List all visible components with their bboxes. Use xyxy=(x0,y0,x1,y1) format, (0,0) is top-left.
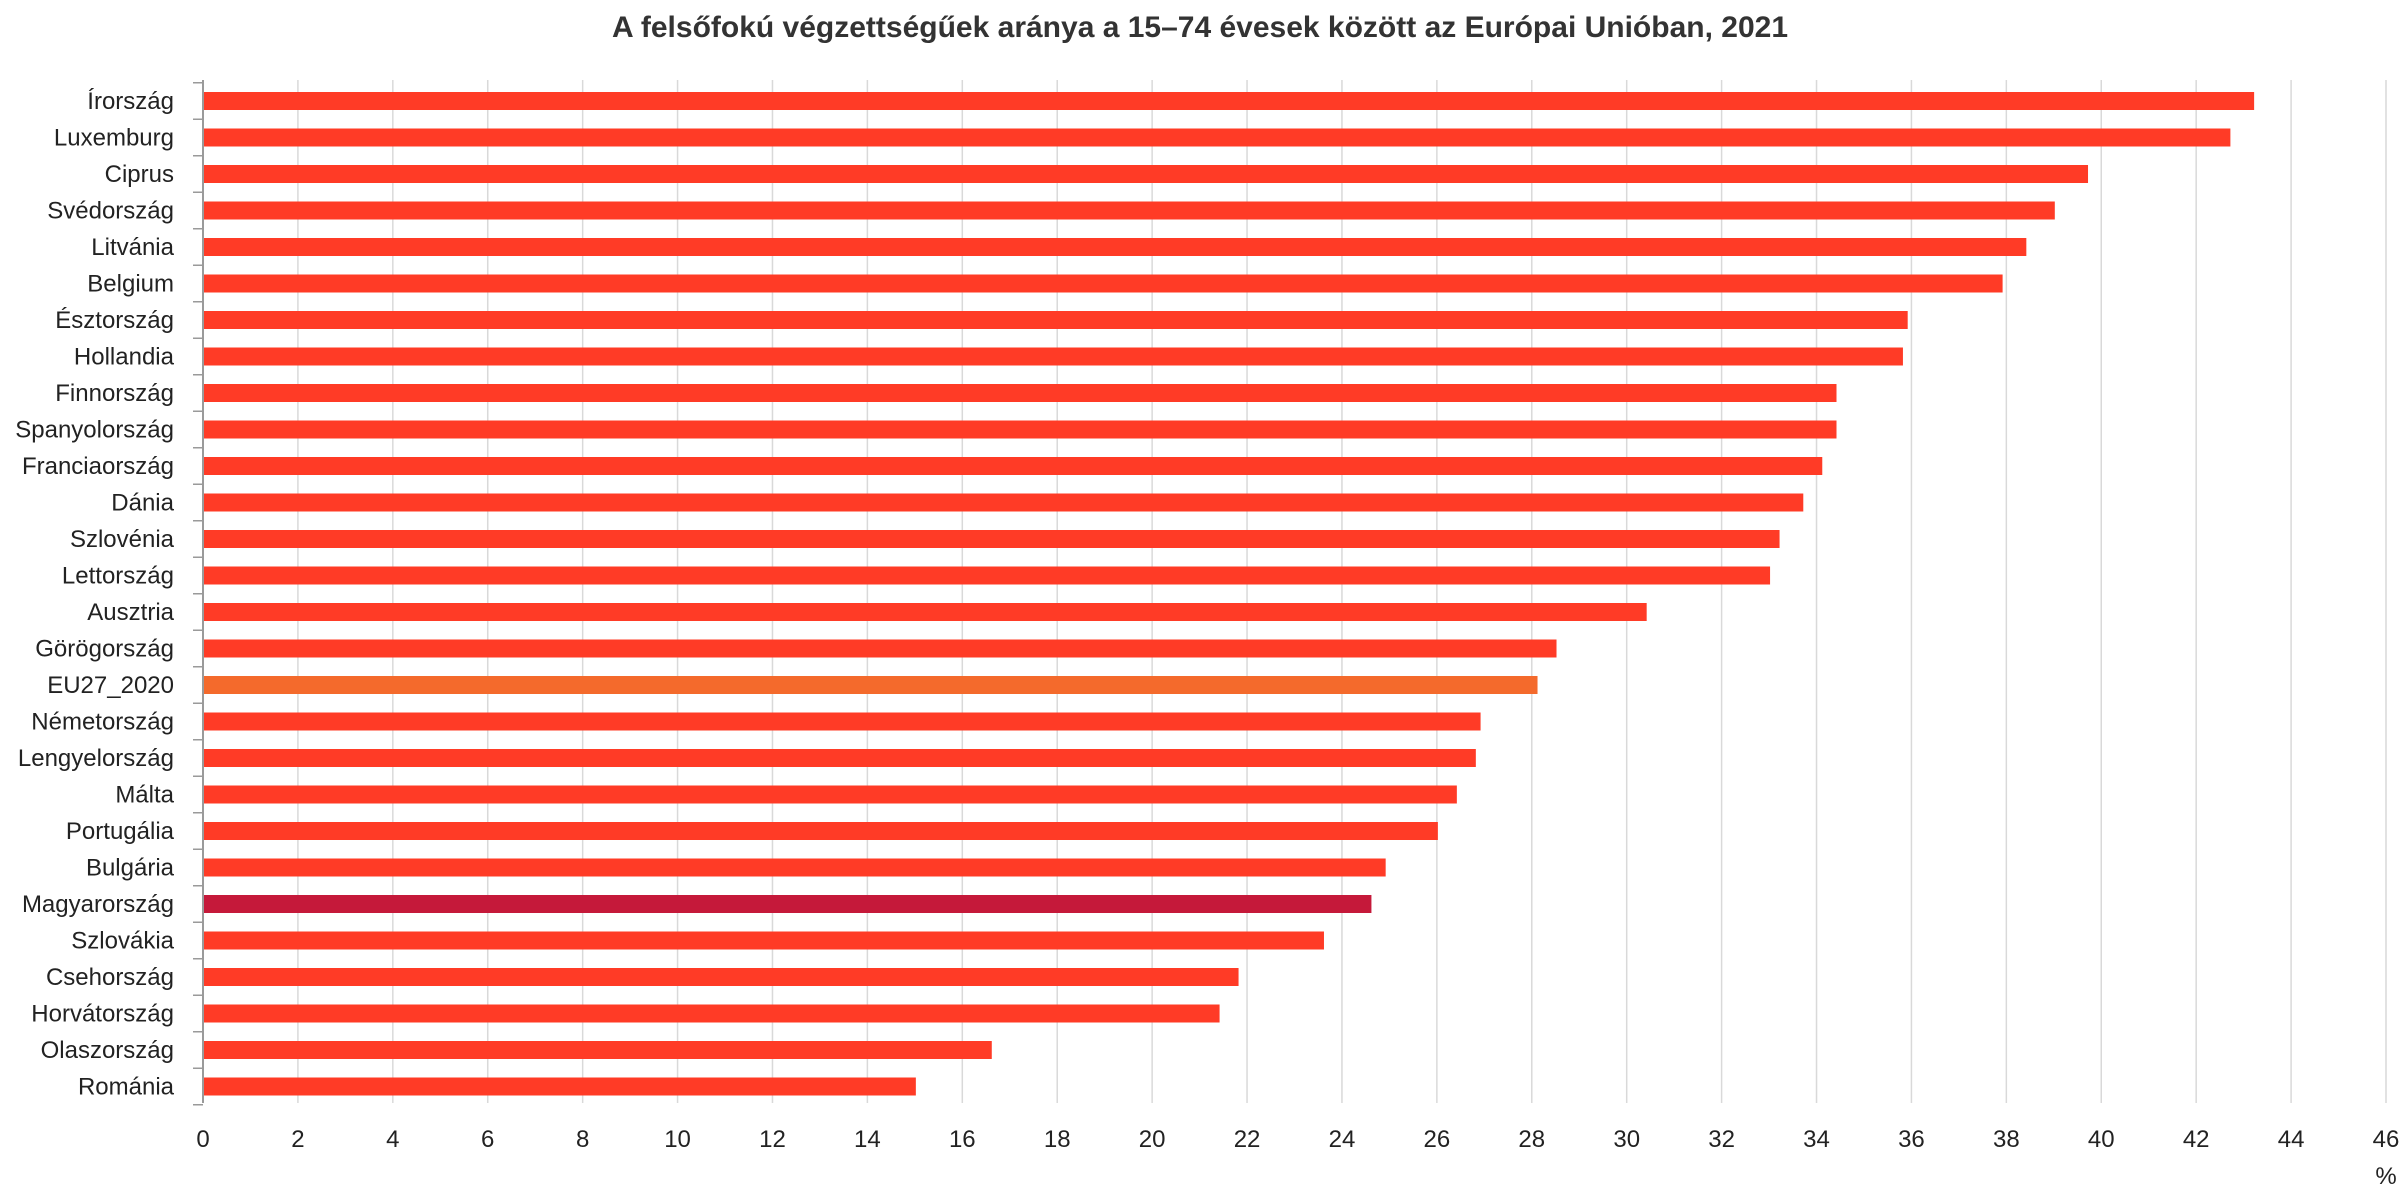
x-tick-label: 42 xyxy=(2183,1126,2210,1153)
bar xyxy=(204,311,1908,329)
category-label: Ciprus xyxy=(105,161,174,188)
x-tick-label: 14 xyxy=(854,1126,881,1153)
category-label: Belgium xyxy=(87,271,174,298)
category-label: EU27_2020 xyxy=(47,672,174,699)
category-label: Franciaország xyxy=(22,453,174,480)
bar xyxy=(204,1041,992,1059)
x-tick-label: 34 xyxy=(1803,1126,1830,1153)
category-label: Lettország xyxy=(62,563,174,590)
bar xyxy=(204,128,2231,147)
x-tick-label: 4 xyxy=(386,1126,399,1153)
x-tick-label: 40 xyxy=(2088,1126,2115,1153)
category-label: Málta xyxy=(115,782,174,809)
x-tick-label: 26 xyxy=(1424,1126,1451,1153)
x-tick-label: 36 xyxy=(1898,1126,1925,1153)
bar xyxy=(204,347,1903,366)
x-tick-label: 44 xyxy=(2278,1126,2305,1153)
bar xyxy=(204,165,2089,183)
category-label: Bulgária xyxy=(86,855,175,882)
category-label: Görögország xyxy=(35,636,174,663)
category-label: Észtország xyxy=(55,307,174,334)
bar xyxy=(204,858,1386,877)
bar xyxy=(204,420,1837,439)
x-tick-label: 0 xyxy=(196,1126,209,1153)
category-label: Olaszország xyxy=(41,1037,174,1064)
bar xyxy=(204,274,2003,293)
bar xyxy=(204,457,1823,475)
bar xyxy=(204,931,1324,950)
category-label: Magyarország xyxy=(22,891,174,918)
x-tick-label: 28 xyxy=(1518,1126,1545,1153)
x-tick-label: 18 xyxy=(1044,1126,1071,1153)
category-label: Szlovénia xyxy=(70,526,175,553)
x-tick-label: 24 xyxy=(1329,1126,1356,1153)
category-label: Svédország xyxy=(47,198,174,225)
bar xyxy=(204,968,1239,986)
category-label: Lengyelország xyxy=(18,745,174,772)
x-tick-label: 6 xyxy=(481,1126,494,1153)
bar xyxy=(204,1004,1220,1023)
x-tick-label: 20 xyxy=(1139,1126,1166,1153)
y-axis: Írország Luxemburg Ciprus Svédország Litváni… xyxy=(15,80,204,1106)
category-label: Románia xyxy=(78,1074,175,1101)
bar xyxy=(204,822,1438,840)
x-tick-label: 46 xyxy=(2373,1126,2400,1153)
category-label: Portugália xyxy=(66,818,175,845)
category-label: Finnország xyxy=(55,380,174,407)
category-label: Horvátország xyxy=(31,1001,174,1028)
bar xyxy=(204,201,2055,220)
bar xyxy=(204,895,1372,913)
category-label: Írország xyxy=(87,88,174,115)
x-tick-label: 38 xyxy=(1993,1126,2020,1153)
x-tick-label: 2 xyxy=(291,1126,304,1153)
category-label: Csehország xyxy=(46,964,174,991)
x-tick-label: 22 xyxy=(1234,1126,1261,1153)
bar xyxy=(204,785,1457,804)
category-label: Ausztria xyxy=(87,599,174,626)
x-tick-label: 8 xyxy=(576,1126,589,1153)
bar xyxy=(204,676,1538,694)
x-tick-label: 16 xyxy=(949,1126,976,1153)
category-label: Dánia xyxy=(111,490,174,517)
category-label: Litvánia xyxy=(91,234,174,261)
bar xyxy=(204,749,1476,767)
chart-title: A felsőfokú végzettségűek aránya a 15–74… xyxy=(612,11,1788,44)
x-axis: 0 2 4 6 8 10 12 14 16 18 20 22 24 26 28 30 32 34 36 38 40 42 4… xyxy=(196,1126,2399,1153)
bar xyxy=(204,639,1557,658)
category-label: Hollandia xyxy=(74,344,175,371)
grid-lines xyxy=(297,80,2387,1103)
category-label: Németország xyxy=(31,709,174,736)
category-label: Luxemburg xyxy=(54,125,174,152)
x-axis-unit-label: % xyxy=(2375,1163,2396,1190)
x-tick-label: 10 xyxy=(664,1126,691,1153)
bar xyxy=(204,712,1481,731)
bar xyxy=(204,92,2255,110)
category-label: Szlovákia xyxy=(71,928,174,955)
bar xyxy=(204,566,1771,585)
bar xyxy=(204,493,1804,512)
bar xyxy=(204,603,1647,621)
bar xyxy=(204,530,1780,548)
bar xyxy=(204,384,1837,402)
bar xyxy=(204,238,2027,256)
bars xyxy=(204,92,2255,1096)
bar xyxy=(204,1077,916,1096)
x-tick-label: 32 xyxy=(1708,1126,1735,1153)
x-tick-label: 30 xyxy=(1613,1126,1640,1153)
x-tick-label: 12 xyxy=(759,1126,786,1153)
category-label: Spanyolország xyxy=(15,417,174,444)
